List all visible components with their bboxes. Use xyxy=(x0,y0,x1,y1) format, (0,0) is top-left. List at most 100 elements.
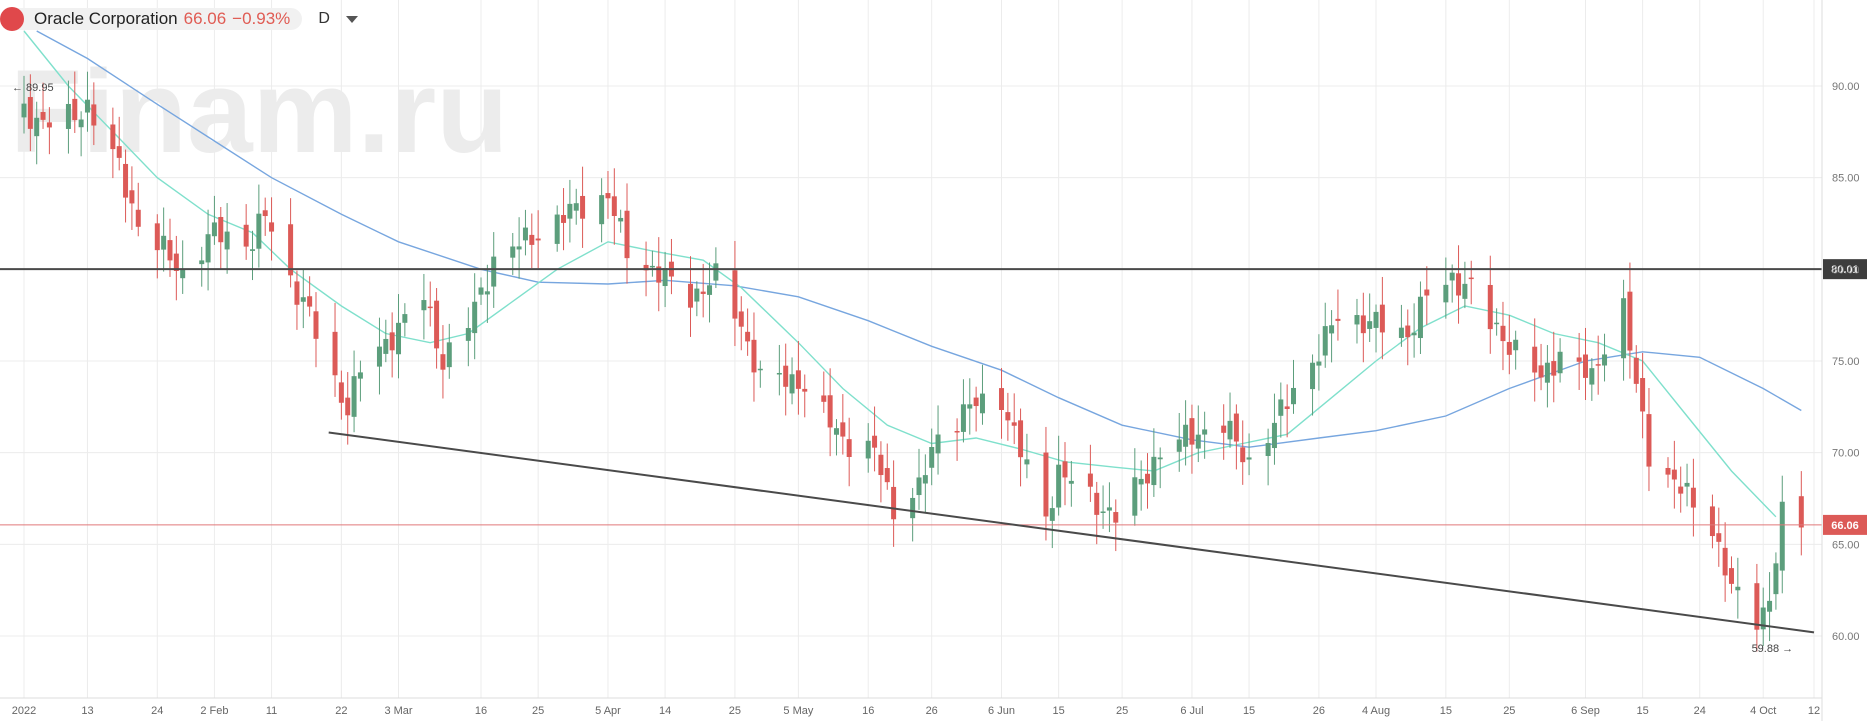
candle-body xyxy=(599,195,605,225)
candle-body xyxy=(1773,563,1779,595)
candle-body xyxy=(802,388,808,392)
x-tick-label: 24 xyxy=(1694,705,1706,717)
price-change: −0.93% xyxy=(232,9,291,28)
x-tick-label: 4 Aug xyxy=(1362,705,1390,717)
y-tick-label: 65.00 xyxy=(1832,539,1860,551)
candle-body xyxy=(1106,507,1112,511)
x-tick-label: 6 Sep xyxy=(1571,705,1600,717)
candle-body xyxy=(840,422,846,437)
candle-body xyxy=(218,216,224,243)
candle-body xyxy=(205,234,211,263)
candle-body xyxy=(1405,325,1411,338)
candle-body xyxy=(713,263,719,281)
candle-body xyxy=(1500,325,1506,342)
candle-body xyxy=(929,447,935,468)
candle-body xyxy=(1087,473,1093,487)
last-price: 66.06 xyxy=(183,9,227,28)
y-tick-label: 70.00 xyxy=(1832,448,1860,460)
interval-selector[interactable]: D xyxy=(318,10,330,27)
candle-body xyxy=(180,269,186,279)
candle-body xyxy=(376,346,382,367)
candle-body xyxy=(1145,473,1151,484)
candle-body xyxy=(78,119,84,128)
candle-body xyxy=(313,311,319,339)
candle-body xyxy=(522,227,528,241)
candle-body xyxy=(1335,318,1341,321)
candle-body xyxy=(154,223,160,251)
candle-body xyxy=(332,331,338,376)
symbol-pill[interactable]: Oracle Corporation 66.06 −0.93% xyxy=(0,7,303,31)
candle-body xyxy=(865,440,871,459)
candle-body xyxy=(1398,327,1404,338)
candle-body xyxy=(1018,420,1024,458)
candle-body xyxy=(795,370,801,389)
candle-body xyxy=(1754,583,1760,630)
candle-body xyxy=(1506,341,1512,355)
candle-body xyxy=(91,104,97,126)
candle-body xyxy=(440,354,446,370)
candle-body xyxy=(554,214,560,244)
candle-body xyxy=(434,300,440,349)
candle-body xyxy=(1151,456,1157,486)
candle-body xyxy=(1595,364,1601,366)
candle-body xyxy=(84,99,90,113)
candle-body xyxy=(256,213,262,249)
candle-body xyxy=(649,265,655,268)
x-tick-label: 14 xyxy=(659,705,671,717)
candle-body xyxy=(1532,346,1538,373)
candle-body xyxy=(1329,325,1335,334)
candle-body xyxy=(1684,482,1690,487)
x-tick-label: 16 xyxy=(862,705,874,717)
x-tick-label: 6 Jul xyxy=(1180,705,1203,717)
candle-body xyxy=(516,246,522,250)
candle-body xyxy=(1646,414,1652,467)
ma-fast-line xyxy=(23,30,1777,518)
candle-body xyxy=(1462,283,1468,299)
y-tick-label: 60.00 xyxy=(1832,631,1860,643)
candle-body xyxy=(1640,378,1646,412)
candle-body xyxy=(535,238,541,241)
x-tick-label: 11 xyxy=(266,705,277,717)
candle-body xyxy=(1246,457,1252,460)
candle-body xyxy=(427,306,433,309)
candle-body xyxy=(135,209,141,227)
candle-body xyxy=(1443,284,1449,303)
candle-body xyxy=(167,240,173,261)
candle-body xyxy=(738,311,744,327)
chevron-down-icon[interactable] xyxy=(345,15,358,23)
x-tick-label: 25 xyxy=(532,705,544,717)
candle-body xyxy=(1233,413,1239,442)
candle-body xyxy=(446,342,452,368)
candle-body xyxy=(656,266,662,283)
candle-body xyxy=(973,397,979,407)
candle-body xyxy=(1310,362,1316,390)
candle-body xyxy=(383,338,389,354)
candle-body xyxy=(243,224,249,247)
candle-body xyxy=(510,246,516,258)
candle-body xyxy=(662,268,668,287)
last-price-box xyxy=(1823,514,1867,535)
x-tick-label: 5 Apr xyxy=(595,705,621,717)
candle-body xyxy=(1284,406,1290,409)
candle-body xyxy=(421,300,427,311)
candle-body xyxy=(288,224,294,276)
candle-body xyxy=(21,103,27,118)
y-tick-label: 75.00 xyxy=(1832,356,1860,368)
level-price-label: 80.01 xyxy=(1831,264,1859,276)
candle-body xyxy=(1322,326,1328,356)
candle-body xyxy=(1494,322,1500,325)
candle-body xyxy=(116,146,122,158)
candle-body xyxy=(561,215,567,223)
candle-body xyxy=(1728,568,1734,584)
candle-body xyxy=(484,291,490,295)
candle-body xyxy=(1621,298,1627,359)
x-tick-label: 15 xyxy=(1243,705,1255,717)
candle-body xyxy=(1779,501,1785,571)
candle-body xyxy=(1576,357,1582,362)
candle-body xyxy=(878,454,884,476)
levels: 80.01 66.06 ← 89.95 59.88 → xyxy=(0,82,1867,655)
candle-body xyxy=(1056,464,1062,508)
candle-body xyxy=(1538,365,1544,378)
candle-body xyxy=(1354,315,1360,325)
